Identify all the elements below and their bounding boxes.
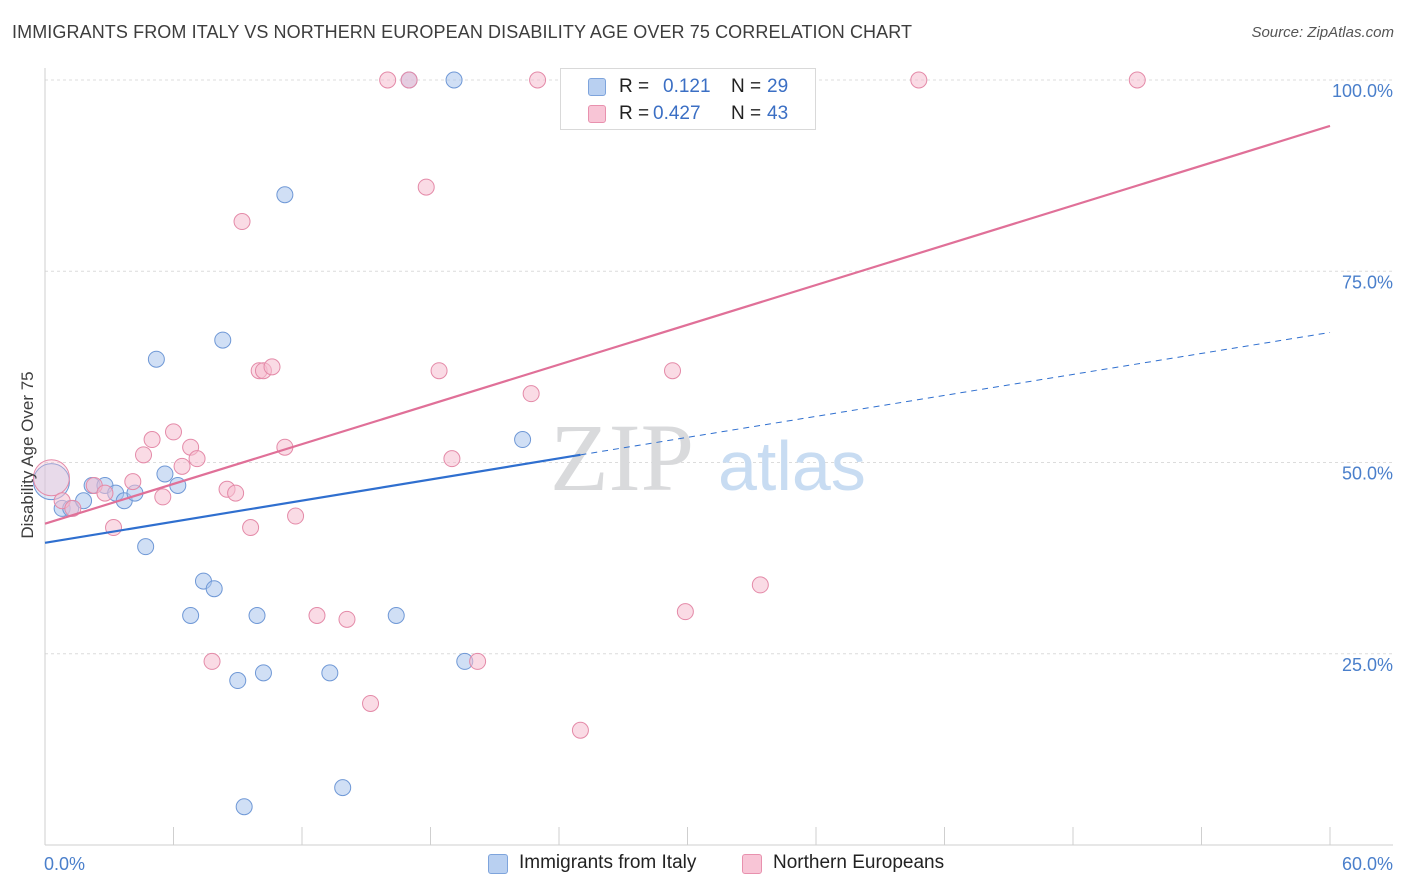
chart-source: Source: ZipAtlas.com xyxy=(1251,24,1394,41)
stats-legend: R = 0.121 N = 29 R = 0.427 N = 43 xyxy=(560,68,816,130)
point-northern xyxy=(154,488,172,506)
trend-line-northern xyxy=(44,124,1331,525)
legend-r-value: 0.121 xyxy=(663,76,711,97)
y-tick-label: 50.0% xyxy=(1342,464,1393,484)
point-northern xyxy=(96,484,114,502)
point-italy xyxy=(229,672,247,690)
point-italy xyxy=(147,350,165,368)
point-northern xyxy=(362,694,380,712)
point-northern xyxy=(522,385,540,403)
y-axis-label: Disability Age Over 75 xyxy=(18,371,37,539)
point-northern xyxy=(1128,71,1146,89)
point-northern xyxy=(751,576,769,594)
legend-n-value: 43 xyxy=(767,103,789,124)
point-italy xyxy=(235,798,253,816)
watermark: ZIP atlas xyxy=(550,404,866,511)
point-northern xyxy=(430,362,448,380)
watermark-zip: ZIP xyxy=(550,404,694,511)
y-tick-label: 25.0% xyxy=(1342,655,1393,675)
trend-line-italy xyxy=(44,453,581,544)
point-northern xyxy=(173,457,191,475)
watermark-atlas: atlas xyxy=(718,427,866,505)
point-northern xyxy=(233,213,251,231)
point-northern xyxy=(165,423,182,441)
legend-row-northern: R = 0.427 N = 43 xyxy=(561,101,817,127)
point-northern xyxy=(188,450,206,468)
legend-swatch-italy xyxy=(588,78,606,96)
point-northern xyxy=(379,71,397,89)
legend-r-value: 0.427 xyxy=(653,103,701,124)
point-italy xyxy=(276,186,294,204)
point-italy xyxy=(445,71,463,89)
point-italy xyxy=(214,331,232,349)
point-italy xyxy=(387,607,405,624)
legend-row-italy: R = 0.121 N = 29 xyxy=(561,74,817,100)
chart-title: IMMIGRANTS FROM ITALY VS NORTHERN EUROPE… xyxy=(12,22,913,42)
legend-swatch-italy xyxy=(488,854,508,874)
trend-line-italy-extension xyxy=(580,331,1331,456)
axes xyxy=(44,68,1393,846)
point-northern xyxy=(417,178,435,196)
point-italy xyxy=(205,580,223,598)
point-italy xyxy=(248,607,266,624)
legend-n-value: 29 xyxy=(767,76,789,97)
point-italy xyxy=(182,607,200,624)
point-northern xyxy=(143,431,161,449)
data-points xyxy=(32,71,1146,816)
point-northern xyxy=(400,71,418,89)
point-italy xyxy=(137,538,155,556)
point-italy xyxy=(321,664,339,682)
y-tick-label: 100.0% xyxy=(1332,81,1393,101)
point-northern xyxy=(242,519,260,537)
legend-label-northern: Northern Europeans xyxy=(773,852,945,873)
point-italy xyxy=(514,431,532,449)
point-northern xyxy=(664,362,682,380)
legend-swatch-northern xyxy=(588,105,606,123)
point-northern xyxy=(469,652,487,670)
point-italy xyxy=(254,664,272,682)
point-northern xyxy=(338,610,356,628)
legend-n-key: N = xyxy=(731,76,762,97)
point-northern xyxy=(287,507,305,525)
point-northern xyxy=(263,358,281,376)
point-italy xyxy=(156,465,174,483)
legend-r-key: R = xyxy=(619,76,650,97)
tick-labels: 25.0% 50.0% 75.0% 100.0% 0.0% 60.0% xyxy=(44,81,1393,874)
point-northern xyxy=(64,499,82,517)
legend-n-key: N = xyxy=(731,103,762,124)
point-northern xyxy=(308,607,326,624)
legend-label-italy: Immigrants from Italy xyxy=(519,852,697,873)
grid-lines xyxy=(45,79,1393,655)
trend-lines xyxy=(44,124,1331,544)
point-northern xyxy=(135,446,153,464)
point-northern xyxy=(529,71,547,89)
point-italy xyxy=(334,779,352,797)
point-northern xyxy=(443,450,461,468)
point-northern xyxy=(203,652,221,670)
point-northern xyxy=(571,721,589,739)
legend-r-key: R = xyxy=(619,103,650,124)
point-northern xyxy=(676,603,694,621)
legend-swatch-northern xyxy=(742,854,762,874)
x-tick-label: 0.0% xyxy=(44,854,85,874)
point-northern xyxy=(124,473,142,491)
x-tick-label: 60.0% xyxy=(1342,854,1393,874)
point-northern xyxy=(910,71,928,89)
point-northern xyxy=(227,484,245,502)
y-tick-label: 75.0% xyxy=(1342,272,1393,292)
point-northern xyxy=(32,459,70,497)
